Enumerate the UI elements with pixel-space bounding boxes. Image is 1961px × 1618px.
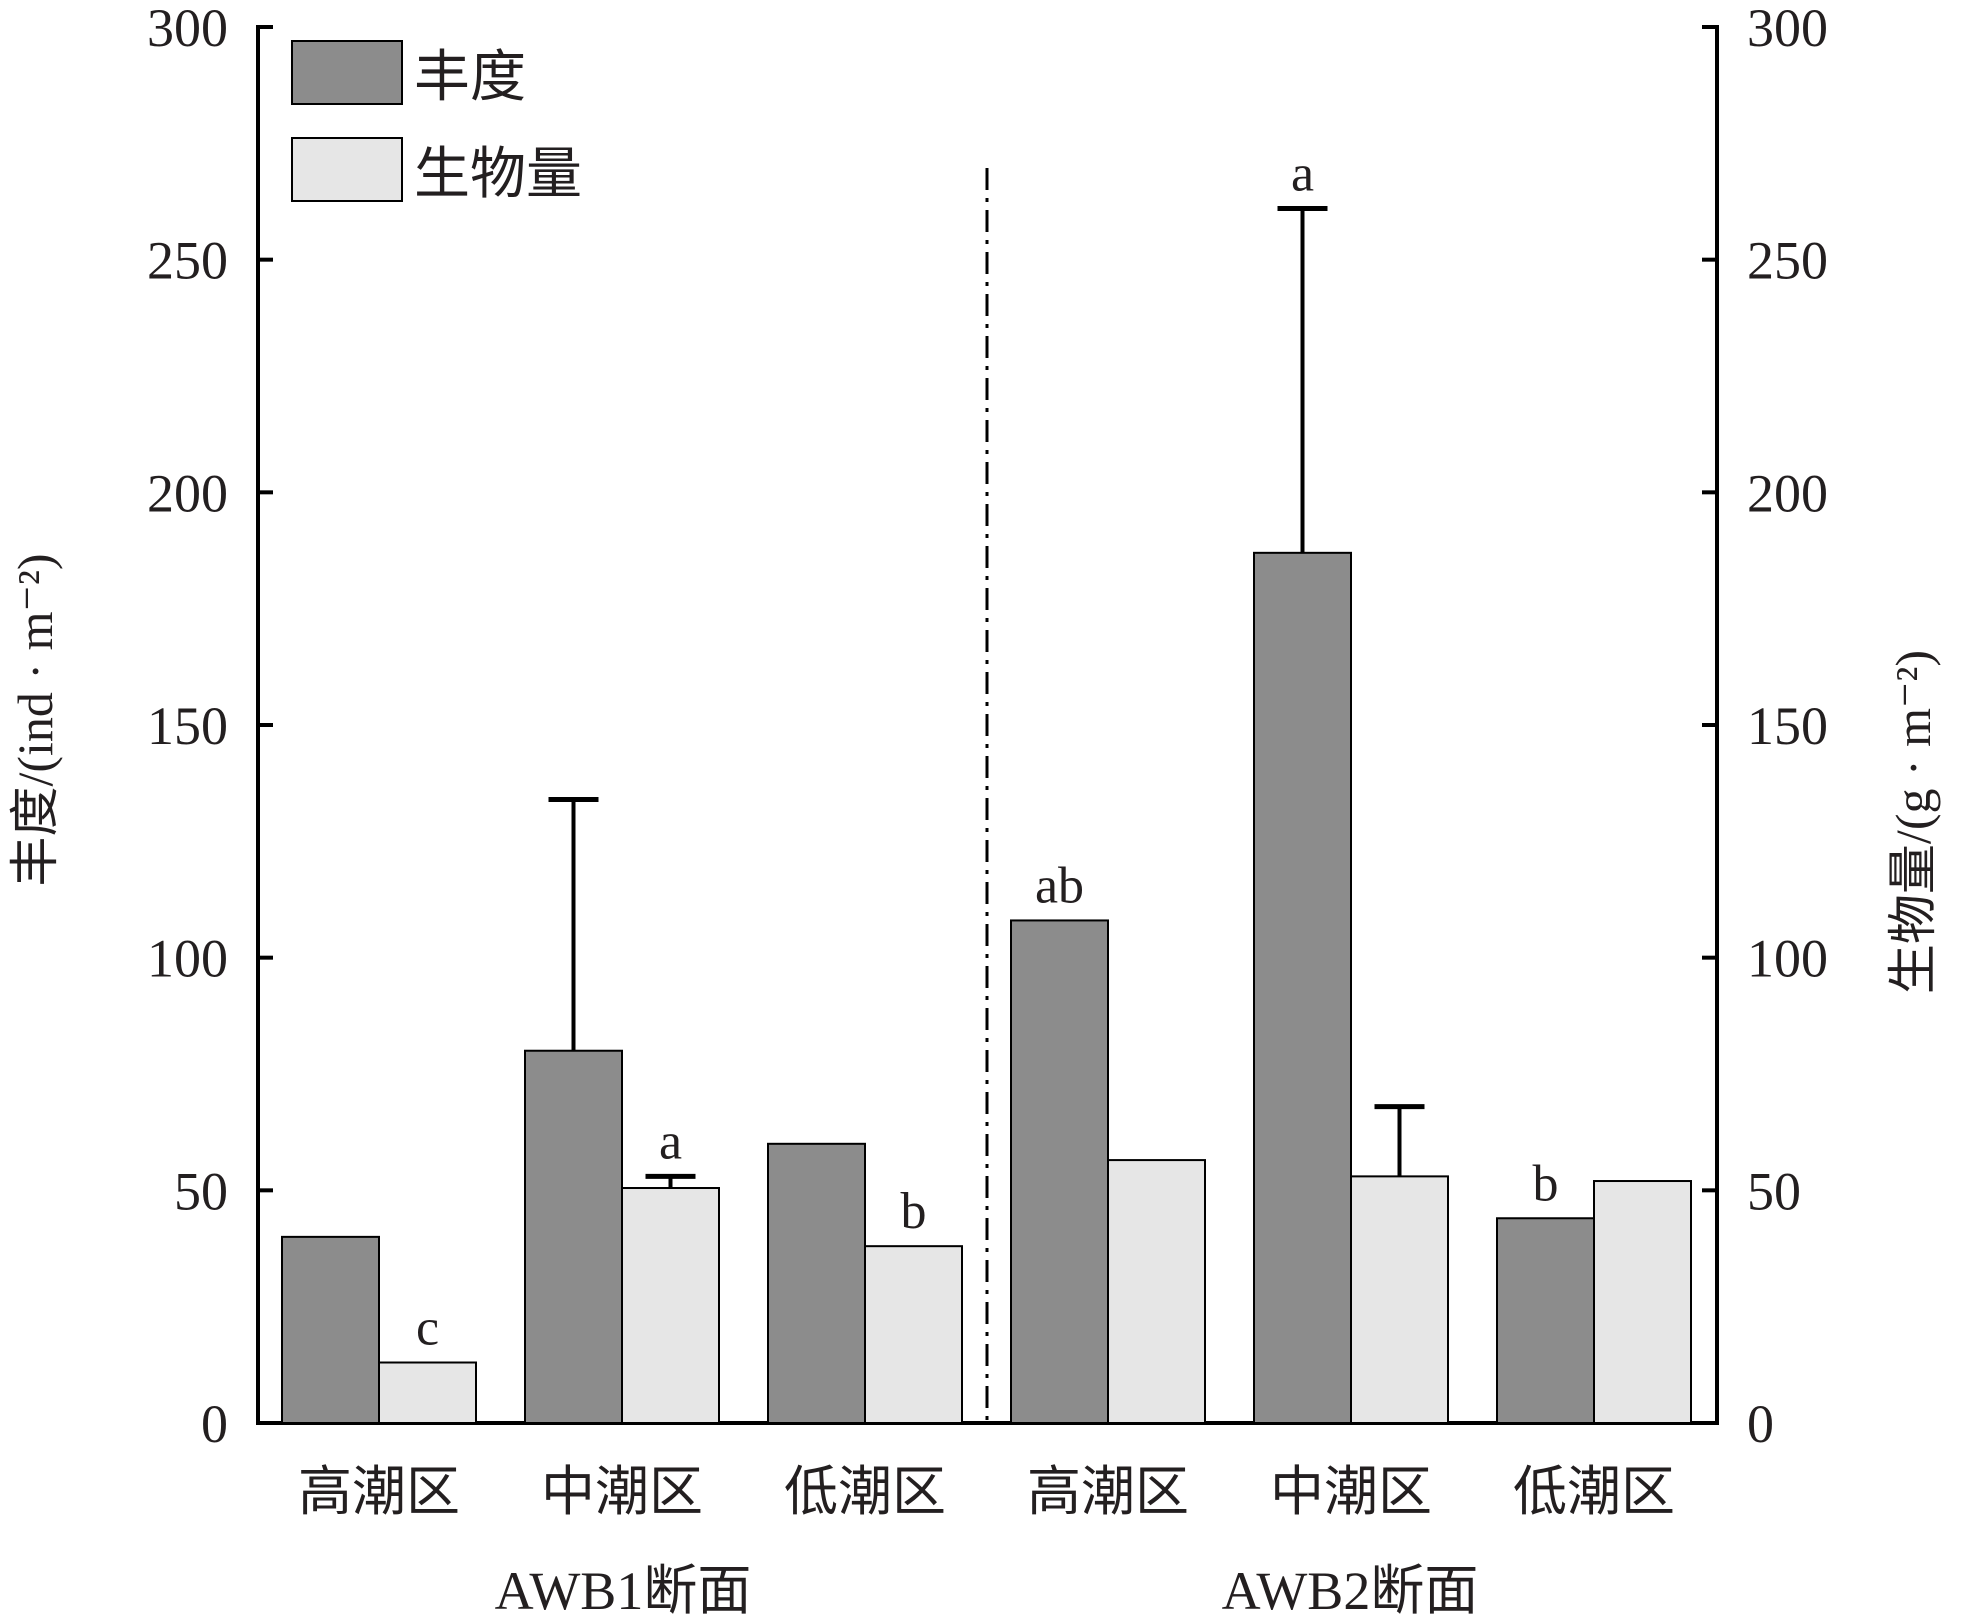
y-left-tick-label: 100	[147, 929, 228, 989]
legend-label-abundance: 丰度	[414, 47, 526, 109]
bar-biomass	[1107, 1159, 1206, 1424]
y-axis-left-title: 丰度/(ind · m⁻²)	[7, 553, 63, 886]
y-right-tick-label: 0	[1747, 1394, 1774, 1454]
sig-letter-biomass: a	[659, 1113, 682, 1170]
category-label: 中潮区	[541, 1462, 703, 1522]
bar-abundance	[1496, 1217, 1595, 1424]
bar-biomass	[1593, 1180, 1692, 1424]
bar-abundance	[1253, 551, 1352, 1424]
sig-letter-biomass: b	[901, 1183, 927, 1240]
bar-abundance	[281, 1235, 380, 1425]
y-right-tick-label: 100	[1747, 929, 1828, 989]
y-left-tick-label: 200	[147, 463, 228, 523]
sig-letter-abundance: ab	[1035, 857, 1084, 914]
category-label: 低潮区	[784, 1462, 946, 1522]
sig-letter-abundance: a	[1291, 145, 1314, 202]
y-right-tick-label: 300	[1747, 0, 1828, 58]
chart-marks: 0 50 100 150 200 250 300 0 50 100 150 200 250 300 c 高潮区…	[147, 0, 1828, 1522]
legend-label-biomass: 生物量	[414, 144, 582, 206]
bar-abundance	[1010, 919, 1109, 1424]
category-label: 高潮区	[298, 1462, 460, 1522]
bar-abundance	[767, 1142, 866, 1425]
group-label-awb2: AWB2断面	[1222, 1561, 1479, 1618]
bar-biomass	[864, 1245, 963, 1424]
bar-biomass	[1350, 1175, 1449, 1424]
legend: 丰度 生物量	[291, 40, 582, 206]
y-right-tick-label: 200	[1747, 463, 1828, 523]
y-left-tick-label: 50	[174, 1161, 228, 1221]
y-left-tick-label: 300	[147, 0, 228, 58]
y-right-tick-label: 50	[1747, 1161, 1801, 1221]
y-left-tick-label: 0	[201, 1394, 228, 1454]
category-label: 中潮区	[1270, 1462, 1432, 1522]
category-label: 低潮区	[1513, 1462, 1675, 1522]
y-right-tick-label: 150	[1747, 696, 1828, 756]
legend-swatch-biomass	[291, 137, 403, 202]
sig-letter-abundance: b	[1533, 1155, 1559, 1212]
sig-letter-biomass: c	[416, 1300, 439, 1357]
bar-abundance	[524, 1049, 623, 1424]
group-label-awb1: AWB1断面	[495, 1561, 752, 1618]
category-label: 高潮区	[1027, 1462, 1189, 1522]
y-left-tick-label: 150	[147, 696, 228, 756]
y-right-tick-label: 250	[1747, 231, 1828, 291]
legend-swatch-abundance	[291, 40, 403, 105]
y-left-tick-label: 250	[147, 231, 228, 291]
y-axis-right-title: 生物量/(g · m⁻²)	[1885, 650, 1941, 994]
bar-biomass	[378, 1361, 477, 1425]
bar-biomass	[621, 1187, 720, 1425]
